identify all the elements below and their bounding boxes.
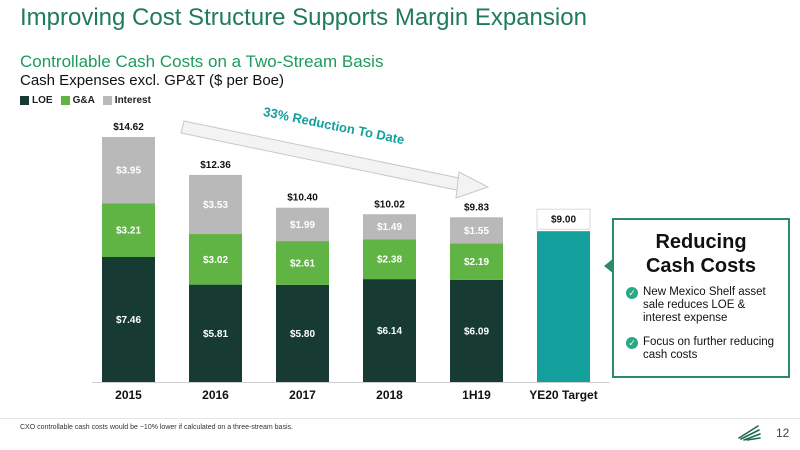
checkmark-icon: ✓ [626, 337, 638, 349]
legend-swatch-loe [20, 96, 29, 105]
panel-pointer-icon [604, 258, 614, 274]
bar-value-label-ga: $2.38 [377, 255, 402, 266]
x-tick-label: YE20 Target [529, 388, 597, 402]
bar-segment-ga [189, 234, 242, 285]
total-label: $10.40 [287, 193, 318, 204]
total-label: $14.62 [113, 122, 144, 133]
chart-legend: LOE G&A Interest [20, 95, 151, 106]
bar-segment-ga [102, 203, 155, 257]
trend-annotation-label: 33% Reduction To Date [262, 104, 406, 147]
legend-label-interest: Interest [114, 95, 151, 106]
bar-value-label-ga: $2.19 [464, 257, 489, 268]
panel-bullet-text: Focus on further reducing cash costs [643, 336, 775, 361]
bar-segment-loe [363, 279, 416, 382]
bar-segment-interest [102, 137, 155, 204]
cost-bar-chart: 33% Reduction To Date $7.46 $3.21 $3.95 $14.… [92, 104, 610, 402]
trend-arrow-head [455, 171, 490, 199]
page-title: Improving Cost Structure Supports Margin… [20, 4, 587, 31]
bar-value-label-interest: $3.95 [116, 166, 141, 177]
bar-value-label-loe: $6.14 [377, 326, 402, 337]
total-label: $12.36 [200, 160, 231, 171]
x-tick-label: 2017 [289, 388, 316, 402]
legend-swatch-ga [60, 96, 70, 105]
panel-bullet: ✓ Focus on further reducing cash costs [626, 336, 786, 362]
bar-segment-interest [276, 207, 329, 242]
total-label: $9.00 [551, 215, 576, 226]
total-label: $10.02 [374, 199, 405, 210]
bar-segment-ga [363, 239, 416, 280]
chart-units-label: Cash Expenses excl. GP&T ($ per Boe) [20, 72, 285, 89]
bar-segment-interest [450, 217, 503, 244]
bar-value-label-loe: $5.81 [203, 329, 228, 340]
checkmark-icon: ✓ [626, 287, 638, 299]
panel-title-line2: Cash Costs [645, 255, 757, 277]
chart-subtitle: Controllable Cash Costs on a Two-Stream … [20, 52, 384, 71]
bar-segment-ga [276, 241, 329, 285]
footnote: CXO controllable cash costs would be ~10… [20, 424, 293, 431]
bar-segment-interest [189, 174, 242, 235]
footer-divider [0, 418, 800, 419]
legend-label-loe: LOE [32, 95, 53, 106]
panel-bullet-text: New Mexico Shelf asset sale reduces LOE … [643, 286, 766, 324]
panel-title-line1: Reducing [655, 231, 747, 253]
target-label-box [536, 208, 591, 230]
x-tick-label: 2018 [376, 388, 403, 402]
bar-segment-loe [102, 256, 155, 382]
legend-item-ga: G&A [60, 95, 95, 106]
bar-segment-loe [276, 284, 329, 382]
bar-value-label-ga: $3.21 [116, 226, 141, 237]
panel-bullet: ✓ New Mexico Shelf asset sale reduces LO… [626, 286, 786, 325]
bar-value-label-loe: $6.09 [464, 326, 489, 337]
legend-label-ga: G&A [72, 95, 95, 106]
bar-value-label-interest: $3.53 [203, 200, 228, 211]
bar-value-label-ga: $2.61 [290, 258, 315, 269]
legend-item-interest: Interest [102, 95, 151, 106]
bar-segment-ga [450, 243, 503, 280]
target-bar [537, 231, 590, 382]
x-tick-label: 1H19 [462, 388, 491, 402]
bar-segment-interest [363, 214, 416, 240]
legend-swatch-interest [102, 96, 112, 105]
reducing-cash-costs-panel: Reducing Cash Costs ✓ New Mexico Shelf a… [612, 218, 790, 378]
x-tick-label: 2016 [202, 388, 229, 402]
bar-segment-loe [450, 279, 503, 382]
bar-value-label-interest: $1.49 [377, 222, 402, 233]
bar-value-label-interest: $1.99 [290, 220, 315, 231]
company-logo-icon [738, 425, 761, 441]
x-tick-label: 2015 [115, 388, 142, 402]
bar-value-label-loe: $7.46 [116, 315, 141, 326]
legend-item-loe: LOE [20, 95, 53, 106]
bar-value-label-loe: $5.80 [290, 329, 315, 340]
total-label: $9.83 [464, 202, 489, 213]
bar-value-label-ga: $3.02 [203, 255, 228, 266]
bar-segment-loe [189, 284, 242, 382]
bar-value-label-interest: $1.55 [464, 226, 489, 237]
page-number: 12 [776, 426, 790, 440]
